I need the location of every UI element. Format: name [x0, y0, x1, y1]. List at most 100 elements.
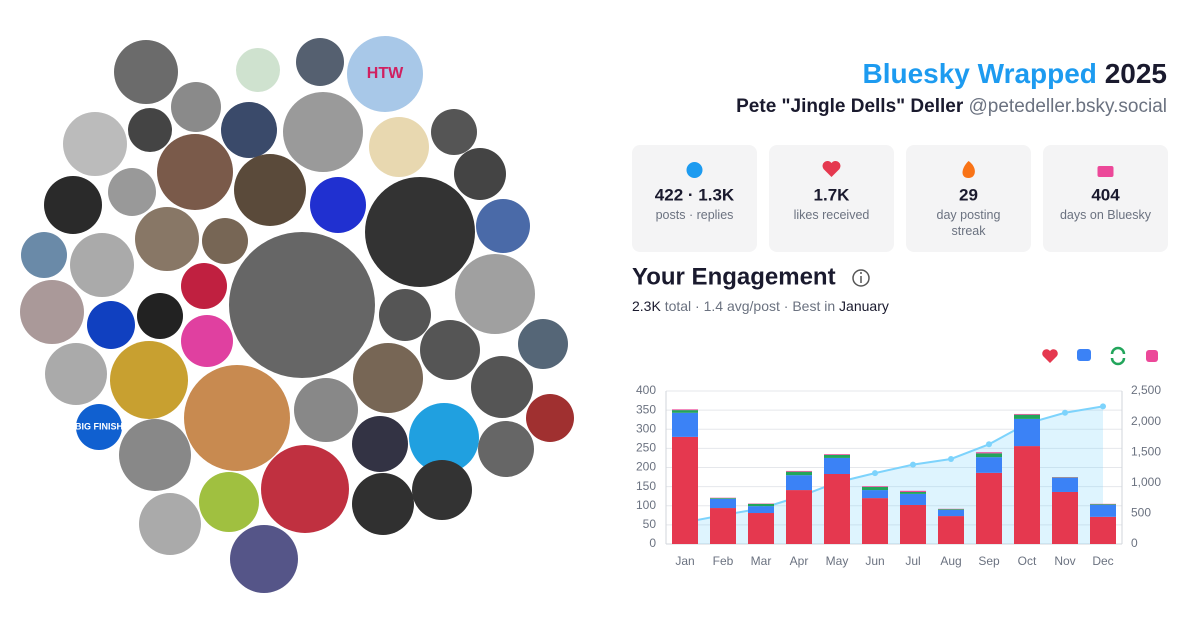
avatar[interactable] — [347, 36, 423, 112]
avatar[interactable] — [379, 289, 431, 341]
avatar[interactable] — [45, 343, 107, 405]
y-tick-label: 350 — [636, 402, 656, 416]
avatar[interactable] — [221, 102, 277, 158]
bar-segment — [786, 471, 812, 476]
avatar[interactable] — [431, 109, 477, 155]
stat-cards: 422 · 1.3K posts · replies 1.7K likes recei… — [632, 145, 1168, 252]
legend-icon[interactable] — [1110, 346, 1126, 366]
y-tick-label: 150 — [636, 479, 656, 493]
avatar[interactable] — [454, 148, 506, 200]
y2-tick-label: 1,500 — [1131, 444, 1161, 458]
avatar[interactable] — [526, 394, 574, 442]
avatar[interactable] — [110, 341, 188, 419]
stat-label-box: posts · replies — [655, 208, 734, 222]
legend-icon[interactable] — [1077, 349, 1091, 361]
avatar-cluster: HTW BIG FINISH — [20, 36, 574, 593]
x-tick-label: Apr — [790, 554, 809, 568]
avatar[interactable] — [261, 445, 349, 533]
avatar[interactable] — [296, 38, 344, 86]
stat-card — [906, 145, 1031, 252]
avatar[interactable] — [135, 207, 199, 271]
avatar[interactable] — [294, 378, 358, 442]
bar-segment — [672, 436, 698, 544]
stat-card — [1043, 145, 1168, 252]
avatar[interactable] — [420, 320, 480, 380]
avatar[interactable] — [236, 48, 280, 92]
avatar[interactable] — [455, 254, 535, 334]
legend-icon[interactable] — [1042, 349, 1058, 363]
avatar[interactable] — [108, 168, 156, 216]
avatar[interactable] — [229, 232, 375, 378]
avatar[interactable] — [471, 356, 533, 418]
x-tick-label: Nov — [1054, 554, 1075, 568]
avatar[interactable] — [87, 301, 135, 349]
user-name: Pete "Jingle Dells" Deller — [736, 96, 964, 117]
avatar[interactable] — [128, 108, 172, 152]
avatar[interactable] — [119, 419, 191, 491]
avatar[interactable] — [202, 218, 248, 264]
avatar[interactable] — [412, 460, 472, 520]
stat-label-box: likes received — [794, 208, 870, 222]
avatar[interactable] — [234, 154, 306, 226]
avatar[interactable] — [63, 112, 127, 176]
line-point — [910, 461, 916, 468]
avatar[interactable] — [230, 525, 298, 593]
avatar[interactable] — [199, 472, 259, 532]
avatar[interactable] — [352, 416, 408, 472]
x-tick-label: May — [826, 554, 849, 568]
info-icon-dot — [860, 272, 862, 274]
stat-label: days on Bluesky — [1059, 208, 1152, 222]
avg-text: avg/post · — [727, 298, 788, 314]
avatar[interactable] — [44, 176, 102, 234]
bar-segment — [1090, 516, 1116, 544]
avatar[interactable] — [476, 199, 530, 253]
avatar[interactable] — [157, 134, 233, 210]
user-line: Pete "Jingle Dells" Deller @petedeller.b… — [736, 96, 1167, 117]
avatar-label: BIG FINISH — [75, 421, 123, 431]
user-handle: @petedeller.bsky.social — [969, 96, 1167, 117]
avatar[interactable] — [184, 365, 290, 471]
avatar[interactable] — [352, 473, 414, 535]
avatar[interactable] — [21, 232, 67, 278]
bar-segment — [786, 475, 812, 491]
avatar[interactable] — [171, 82, 221, 132]
avatar[interactable] — [139, 493, 201, 555]
bar-segment — [824, 457, 850, 475]
avatar[interactable] — [114, 40, 178, 104]
info-icon[interactable] — [852, 269, 870, 287]
legend-icon[interactable] — [1146, 350, 1158, 362]
avatar[interactable] — [365, 177, 475, 287]
bar-segment — [672, 409, 698, 411]
y-tick-label: 250 — [636, 441, 656, 455]
avatar[interactable] — [137, 293, 183, 339]
avatar-label: HTW — [367, 65, 404, 82]
bar-segment — [862, 498, 888, 544]
avatar[interactable] — [20, 280, 84, 344]
avatar[interactable] — [409, 403, 479, 473]
y-tick-label: 400 — [636, 383, 656, 397]
bar-segment — [748, 513, 774, 544]
avatar[interactable] — [70, 233, 134, 297]
bar-segment — [938, 516, 964, 544]
avatar[interactable] — [181, 263, 227, 309]
x-tick-label: Jul — [905, 554, 920, 568]
y2-tick-label: 2,000 — [1131, 414, 1161, 428]
bar-segment — [1052, 477, 1078, 492]
avatar[interactable] — [518, 319, 568, 369]
y-tick-label: 0 — [649, 536, 656, 550]
avatar[interactable] — [76, 404, 122, 450]
line-point — [986, 441, 992, 448]
avatar[interactable] — [353, 343, 423, 413]
icon-posts — [686, 162, 703, 178]
avatar[interactable] — [478, 421, 534, 477]
avatar[interactable] — [181, 315, 233, 367]
avatar[interactable] — [369, 117, 429, 177]
avatar[interactable] — [283, 92, 363, 172]
bar-segment — [748, 503, 774, 507]
stat-label-box: day posting streak — [937, 208, 1001, 238]
bar-segment — [900, 504, 926, 544]
stat-label: posts · replies — [655, 208, 734, 222]
avatar[interactable] — [310, 177, 366, 233]
bar-segment — [1090, 504, 1116, 517]
